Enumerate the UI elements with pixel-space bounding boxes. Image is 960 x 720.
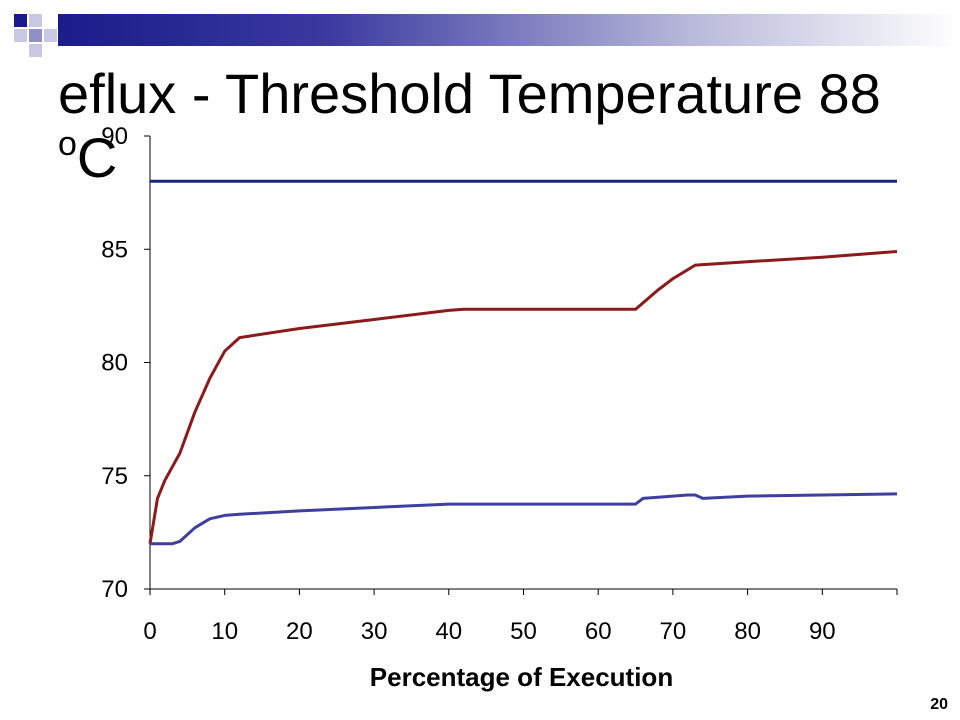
x-tick-label: 0 [143, 618, 156, 645]
y-tick-label: 85 [101, 236, 128, 263]
y-tick-label: 75 [101, 463, 128, 490]
x-tick-label: 20 [286, 618, 313, 645]
x-tick-label: 70 [660, 618, 687, 645]
title-degree: o [58, 125, 77, 164]
x-tick-label: 50 [510, 618, 537, 645]
y-tick-label: 80 [101, 350, 128, 377]
series-line-1 [148, 250, 898, 544]
x-tick-label: 10 [211, 618, 238, 645]
x-tick-label: 30 [361, 618, 388, 645]
header-gradient-bar [58, 14, 960, 46]
deco-square-light-left [14, 29, 27, 42]
page-number: 20 [930, 696, 948, 713]
x-tick-label: 80 [734, 618, 761, 645]
x-axis-label: Percentage of Execution [370, 662, 673, 692]
y-tick-label: 70 [101, 576, 128, 603]
x-tick-label: 90 [809, 618, 836, 645]
series-line-2 [150, 492, 898, 546]
x-tick-label: 40 [435, 618, 462, 645]
deco-square-light-right [44, 29, 57, 42]
title-text: eflux - Threshold Temperature 88 [58, 62, 881, 125]
title-unit: C [76, 126, 118, 189]
slide-title: eflux - Threshold Temperature 88 oC [58, 62, 938, 190]
x-tick-label: 60 [585, 618, 612, 645]
deco-square-mid-bottom [29, 44, 42, 57]
deco-square-light-top-right [29, 14, 42, 27]
y-tick-label: 90 [101, 123, 128, 150]
deco-square-navy-top-left [14, 14, 27, 27]
deco-square-mid [29, 29, 42, 42]
